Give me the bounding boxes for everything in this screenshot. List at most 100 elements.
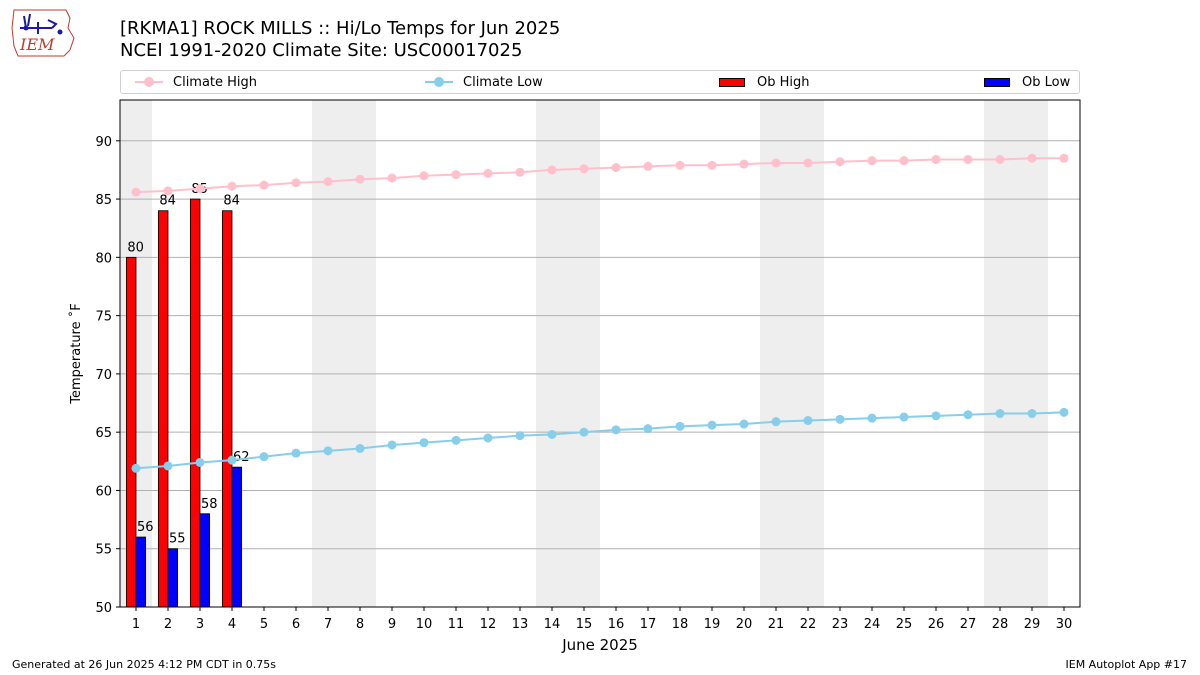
climate-low-point bbox=[643, 424, 653, 434]
x-tick-label: 16 bbox=[608, 617, 625, 632]
ob-high-bar bbox=[157, 210, 169, 608]
climate-high-point bbox=[707, 160, 717, 170]
x-tick-label: 29 bbox=[1024, 617, 1041, 632]
climate-low-line bbox=[135, 411, 1065, 470]
climate-low-point bbox=[227, 455, 237, 465]
climate-high-point bbox=[739, 159, 749, 169]
climate-high-point bbox=[515, 167, 525, 177]
ob-low-label: 62 bbox=[233, 450, 250, 465]
climate-high-point bbox=[771, 158, 781, 168]
x-tick-label: 26 bbox=[928, 617, 945, 632]
climate-low-point bbox=[259, 452, 269, 462]
climate-high-swatch bbox=[135, 77, 163, 87]
iem-logo: IEM bbox=[11, 9, 75, 57]
climate-low-point bbox=[419, 438, 429, 448]
climate-low-point bbox=[931, 411, 941, 421]
x-tick-label: 25 bbox=[896, 617, 913, 632]
climate-high-point bbox=[387, 173, 397, 183]
climate-high-point bbox=[963, 154, 973, 164]
climate-high-point bbox=[1027, 153, 1037, 163]
climate-low-point bbox=[131, 463, 141, 473]
x-tick-label: 11 bbox=[448, 617, 465, 632]
climate-high-point bbox=[931, 154, 941, 164]
climate-low-point bbox=[1059, 407, 1069, 417]
climate-high-point bbox=[195, 184, 205, 194]
y-tick-label: 85 bbox=[95, 193, 112, 208]
chart-title: [RKMA1] ROCK MILLS :: Hi/Lo Temps for Ju… bbox=[120, 18, 561, 39]
legend-item-ob-low: Ob Low bbox=[984, 71, 1070, 93]
climate-low-point bbox=[707, 420, 717, 430]
legend-label-ob-low: Ob Low bbox=[1022, 74, 1071, 90]
logo-text: IEM bbox=[19, 35, 55, 54]
climate-high-point bbox=[867, 156, 877, 166]
climate-high-point bbox=[419, 171, 429, 181]
weekend-band bbox=[760, 100, 824, 607]
y-tick-label: 70 bbox=[95, 368, 112, 383]
y-tick-label: 90 bbox=[95, 135, 112, 150]
ob-low-bar bbox=[199, 513, 211, 608]
climate-high-line bbox=[135, 157, 1064, 194]
climate-low-point bbox=[355, 443, 365, 453]
ob-high-label: 84 bbox=[159, 194, 176, 209]
x-tick-label: 24 bbox=[864, 617, 881, 632]
x-tick-label: 3 bbox=[196, 617, 204, 632]
climate-high-point bbox=[899, 156, 909, 166]
climate-high-point bbox=[1059, 153, 1069, 163]
x-tick-label: 12 bbox=[480, 617, 497, 632]
legend-label-ob-high: Ob High bbox=[757, 74, 810, 90]
ob-low-label: 56 bbox=[137, 520, 154, 535]
climate-low-point bbox=[387, 440, 397, 450]
y-tick-label: 80 bbox=[95, 251, 112, 266]
climate-low-point bbox=[867, 413, 877, 423]
climate-high-point bbox=[579, 164, 589, 174]
ob-high-label: 84 bbox=[223, 194, 240, 209]
climate-low-point bbox=[547, 430, 557, 440]
weekend-band bbox=[536, 100, 600, 607]
x-tick-label: 13 bbox=[512, 617, 529, 632]
weekend-band bbox=[312, 100, 376, 607]
x-tick-label: 15 bbox=[576, 617, 593, 632]
climate-low-point bbox=[739, 419, 749, 429]
app-id: IEM Autoplot App #17 bbox=[1065, 658, 1188, 671]
legend-item-ob-high: Ob High bbox=[719, 71, 810, 93]
x-tick-label: 22 bbox=[800, 617, 817, 632]
x-tick-label: 28 bbox=[992, 617, 1009, 632]
ob-low-label: 55 bbox=[169, 532, 186, 547]
y-tick-label: 75 bbox=[95, 310, 112, 325]
x-tick-label: 17 bbox=[640, 617, 657, 632]
climate-low-point bbox=[835, 414, 845, 424]
climate-high-point bbox=[163, 186, 173, 196]
climate-low-point bbox=[899, 412, 909, 422]
climate-high-point bbox=[643, 161, 653, 171]
x-tick-label: 10 bbox=[416, 617, 433, 632]
ob-low-label: 58 bbox=[201, 497, 218, 512]
ob-low-bar bbox=[231, 466, 243, 608]
x-tick-label: 1 bbox=[132, 617, 140, 632]
climate-low-point bbox=[163, 461, 173, 471]
x-tick-label: 7 bbox=[324, 617, 332, 632]
y-axis-label: Temperature ˚F bbox=[68, 303, 84, 404]
climate-high-point bbox=[451, 170, 461, 180]
ob-high-bar bbox=[221, 210, 233, 608]
climate-high-point bbox=[355, 174, 365, 184]
ob-high-bar bbox=[126, 256, 137, 608]
legend-label-climate-low: Climate Low bbox=[463, 74, 543, 90]
legend-label-climate-high: Climate High bbox=[173, 74, 258, 90]
x-tick-label: 4 bbox=[228, 617, 236, 632]
climate-high-point bbox=[483, 168, 493, 178]
generated-timestamp: Generated at 26 Jun 2025 4:12 PM CDT in … bbox=[12, 658, 277, 671]
climate-low-point bbox=[515, 431, 525, 441]
chart-subtitle: NCEI 1991-2020 Climate Site: USC00017025 bbox=[120, 40, 523, 61]
x-tick-label: 19 bbox=[704, 617, 721, 632]
climate-low-point bbox=[291, 448, 301, 458]
climate-high-point bbox=[291, 178, 301, 188]
climate-low-point bbox=[195, 457, 205, 467]
legend: Climate High Climate Low Ob High Ob Low bbox=[120, 70, 1080, 94]
climate-low-point bbox=[803, 416, 813, 426]
x-axis-label: June 2025 bbox=[561, 636, 638, 654]
ob-low-bar bbox=[135, 536, 147, 608]
climate-low-point bbox=[675, 421, 685, 431]
x-tick-label: 2 bbox=[164, 617, 172, 632]
climate-high-point bbox=[259, 180, 269, 190]
plot-frame bbox=[119, 99, 1081, 608]
